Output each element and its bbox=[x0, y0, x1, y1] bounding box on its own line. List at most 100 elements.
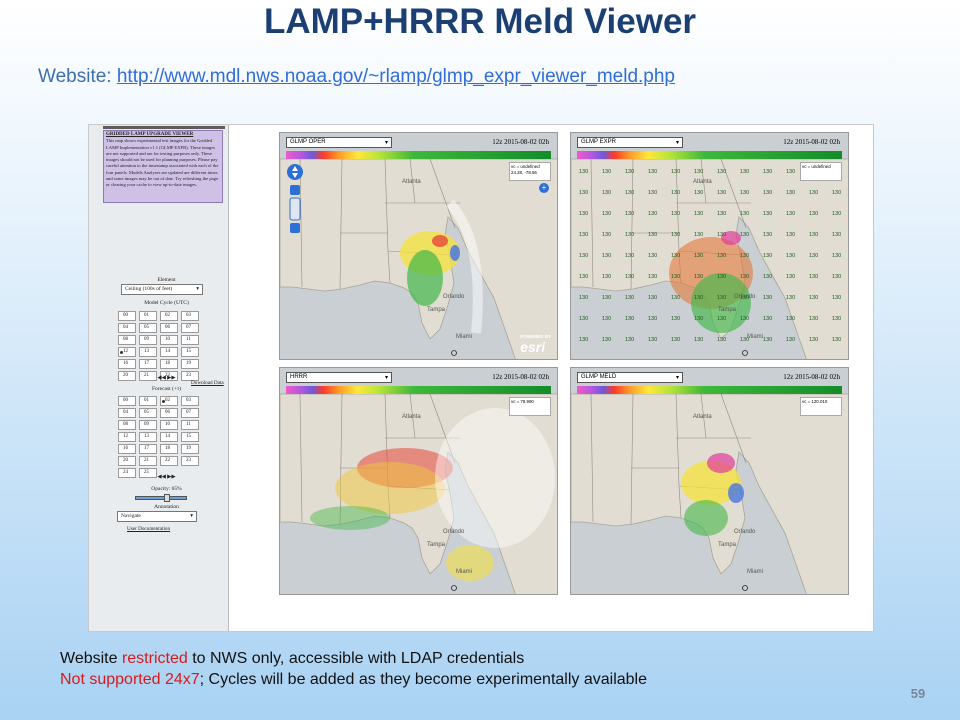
station-value: 130 bbox=[694, 169, 703, 175]
station-value: 130 bbox=[832, 337, 841, 343]
station-value: 130 bbox=[717, 190, 726, 196]
station-value: 130 bbox=[625, 253, 634, 259]
forecast-cell-00[interactable]: 00 bbox=[118, 396, 136, 406]
forecast-arrows[interactable]: ◀◀ ▶▶ bbox=[157, 474, 176, 480]
forecast-cell-11[interactable]: 11 bbox=[181, 420, 199, 430]
station-value: 130 bbox=[648, 274, 657, 280]
cycle-cell-10[interactable]: 10 bbox=[160, 335, 178, 345]
zoom-out-icon[interactable] bbox=[290, 223, 300, 233]
cycle-cell-12[interactable]: 12 bbox=[118, 347, 136, 357]
cycle-cell-19[interactable]: 19 bbox=[181, 359, 199, 369]
station-value: 130 bbox=[740, 253, 749, 259]
map-nav-controls[interactable] bbox=[286, 163, 304, 238]
station-value: 130 bbox=[671, 295, 680, 301]
forecast-cell-13[interactable]: 13 bbox=[139, 432, 157, 442]
forecast-cell-22[interactable]: 22 bbox=[160, 456, 178, 466]
cycle-cell-09[interactable]: 09 bbox=[139, 335, 157, 345]
station-value: 130 bbox=[671, 253, 680, 259]
city-label-orlando: Orlando bbox=[734, 294, 756, 300]
forecast-cell-21[interactable]: 21 bbox=[139, 456, 157, 466]
website-link[interactable]: http://www.mdl.nws.noaa.gov/~rlamp/glmp_… bbox=[116, 66, 675, 87]
station-value: 130 bbox=[717, 337, 726, 343]
station-value: 130 bbox=[625, 295, 634, 301]
forecast-cell-17[interactable]: 17 bbox=[139, 444, 157, 454]
cycle-cell-23[interactable]: 23 bbox=[181, 371, 199, 381]
forecast-cell-24[interactable]: 24 bbox=[118, 468, 136, 478]
station-value: 130 bbox=[694, 190, 703, 196]
station-value: 130 bbox=[786, 316, 795, 322]
cycle-cell-15[interactable]: 15 bbox=[181, 347, 199, 357]
model-select[interactable]: GLMP EXPR ▾ bbox=[577, 137, 683, 148]
zoom-in-icon[interactable] bbox=[290, 185, 300, 195]
opacity-slider-handle[interactable] bbox=[164, 494, 170, 502]
city-label-atlanta: Atlanta bbox=[402, 414, 421, 420]
opacity-slider[interactable] bbox=[135, 494, 187, 502]
cycle-cell-05[interactable]: 05 bbox=[139, 323, 157, 333]
forecast-cell-19[interactable]: 19 bbox=[181, 444, 199, 454]
forecast-cell-05[interactable]: 05 bbox=[139, 408, 157, 418]
forecast-cell-25[interactable]: 25 bbox=[139, 468, 157, 478]
footer-restricted: restricted bbox=[121, 650, 188, 667]
cycle-cell-01[interactable]: 01 bbox=[139, 311, 157, 321]
user-documentation-link[interactable]: User Documentation bbox=[127, 526, 171, 532]
forecast-cell-09[interactable]: 09 bbox=[139, 420, 157, 430]
map-panel-hrrr[interactable]: AtlantaOrlandoTampaMiami0102040608010012… bbox=[279, 367, 558, 595]
footer-line1-post: to NWS only, accessible with LDAP creden… bbox=[187, 650, 525, 667]
cycle-cell-07[interactable]: 07 bbox=[181, 323, 199, 333]
cycle-arrows[interactable]: ◀◀ ▶▶ bbox=[157, 375, 176, 381]
esri-logo: POWERED BY esri bbox=[520, 334, 551, 355]
cycle-cell-00[interactable]: 00 bbox=[118, 311, 136, 321]
cycle-cell-20[interactable]: 20 bbox=[118, 371, 136, 381]
model-select[interactable]: HRRR ▾ bbox=[286, 372, 392, 383]
city-label-orlando: Orlando bbox=[443, 529, 465, 535]
cycle-cell-06[interactable]: 06 bbox=[160, 323, 178, 333]
element-select-value: Ceiling (100s of feet) bbox=[125, 286, 173, 292]
add-layer-icon[interactable]: + bbox=[539, 183, 549, 193]
annotation-select[interactable]: Navigate ▾ bbox=[117, 511, 197, 522]
cycle-cell-14[interactable]: 14 bbox=[160, 347, 178, 357]
forecast-cell-20[interactable]: 20 bbox=[118, 456, 136, 466]
cycle-cell-21[interactable]: 21 bbox=[139, 371, 157, 381]
cycle-cell-13[interactable]: 13 bbox=[139, 347, 157, 357]
model-cycle-grid: 00 01 02 03 04 05 06 07 08 09 10 11 12 13 14 15 16 17 18 19… bbox=[118, 311, 199, 381]
color-scale-bar bbox=[286, 386, 551, 394]
location-marker-icon bbox=[451, 585, 457, 591]
forecast-cell-01[interactable]: 01 bbox=[139, 396, 157, 406]
forecast-cell-06[interactable]: 06 bbox=[160, 408, 178, 418]
forecast-cell-18[interactable]: 18 bbox=[160, 444, 178, 454]
cycle-cell-02[interactable]: 02 bbox=[160, 311, 178, 321]
forecast-cell-07[interactable]: 07 bbox=[181, 408, 199, 418]
cycle-cell-04[interactable]: 04 bbox=[118, 323, 136, 333]
cycle-cell-17[interactable]: 17 bbox=[139, 359, 157, 369]
forecast-cell-15[interactable]: 15 bbox=[181, 432, 199, 442]
forecast-cell-08[interactable]: 08 bbox=[118, 420, 136, 430]
forecast-cell-04[interactable]: 04 bbox=[118, 408, 136, 418]
element-select[interactable]: Ceiling (100s of feet) ▾ bbox=[121, 284, 203, 295]
download-data-link[interactable]: Download Data bbox=[191, 380, 224, 386]
forecast-cell-10[interactable]: 10 bbox=[160, 420, 178, 430]
forecast-cell-03[interactable]: 03 bbox=[181, 396, 199, 406]
station-value: 130 bbox=[809, 316, 818, 322]
model-select[interactable]: GLMP OPER ▾ bbox=[286, 137, 392, 148]
forecast-cell-12[interactable]: 12 bbox=[118, 432, 136, 442]
cycle-cell-11[interactable]: 11 bbox=[181, 335, 199, 345]
station-value: 130 bbox=[671, 232, 680, 238]
cycle-cell-22[interactable]: 22 bbox=[160, 371, 178, 381]
map-panel-glmp-oper[interactable]: AtlantaOrlandoTampaMiami0102040608010012… bbox=[279, 132, 558, 360]
forecast-cell-02[interactable]: 02 bbox=[160, 396, 178, 406]
forecast-cell-23[interactable]: 23 bbox=[181, 456, 199, 466]
zoom-slider-icon[interactable] bbox=[289, 197, 301, 221]
forecast-label: Forecast (+τ) bbox=[152, 386, 181, 392]
forecast-cell-14[interactable]: 14 bbox=[160, 432, 178, 442]
map-panel-glmp-meld[interactable]: AtlantaOrlandoTampaMiami0102040608010012… bbox=[570, 367, 849, 595]
cycle-cell-18[interactable]: 18 bbox=[160, 359, 178, 369]
station-value: 130 bbox=[648, 253, 657, 259]
station-value: 130 bbox=[763, 253, 772, 259]
cycle-cell-16[interactable]: 16 bbox=[118, 359, 136, 369]
pan-control-icon[interactable] bbox=[287, 164, 303, 180]
forecast-cell-16[interactable]: 16 bbox=[118, 444, 136, 454]
map-panel-glmp-expr[interactable]: 130 130 130 130 130 130 130 130 130 130 130 130 130 1… bbox=[570, 132, 849, 360]
cycle-cell-08[interactable]: 08 bbox=[118, 335, 136, 345]
model-select[interactable]: GLMP MELD ▾ bbox=[577, 372, 683, 383]
cycle-cell-03[interactable]: 03 bbox=[181, 311, 199, 321]
